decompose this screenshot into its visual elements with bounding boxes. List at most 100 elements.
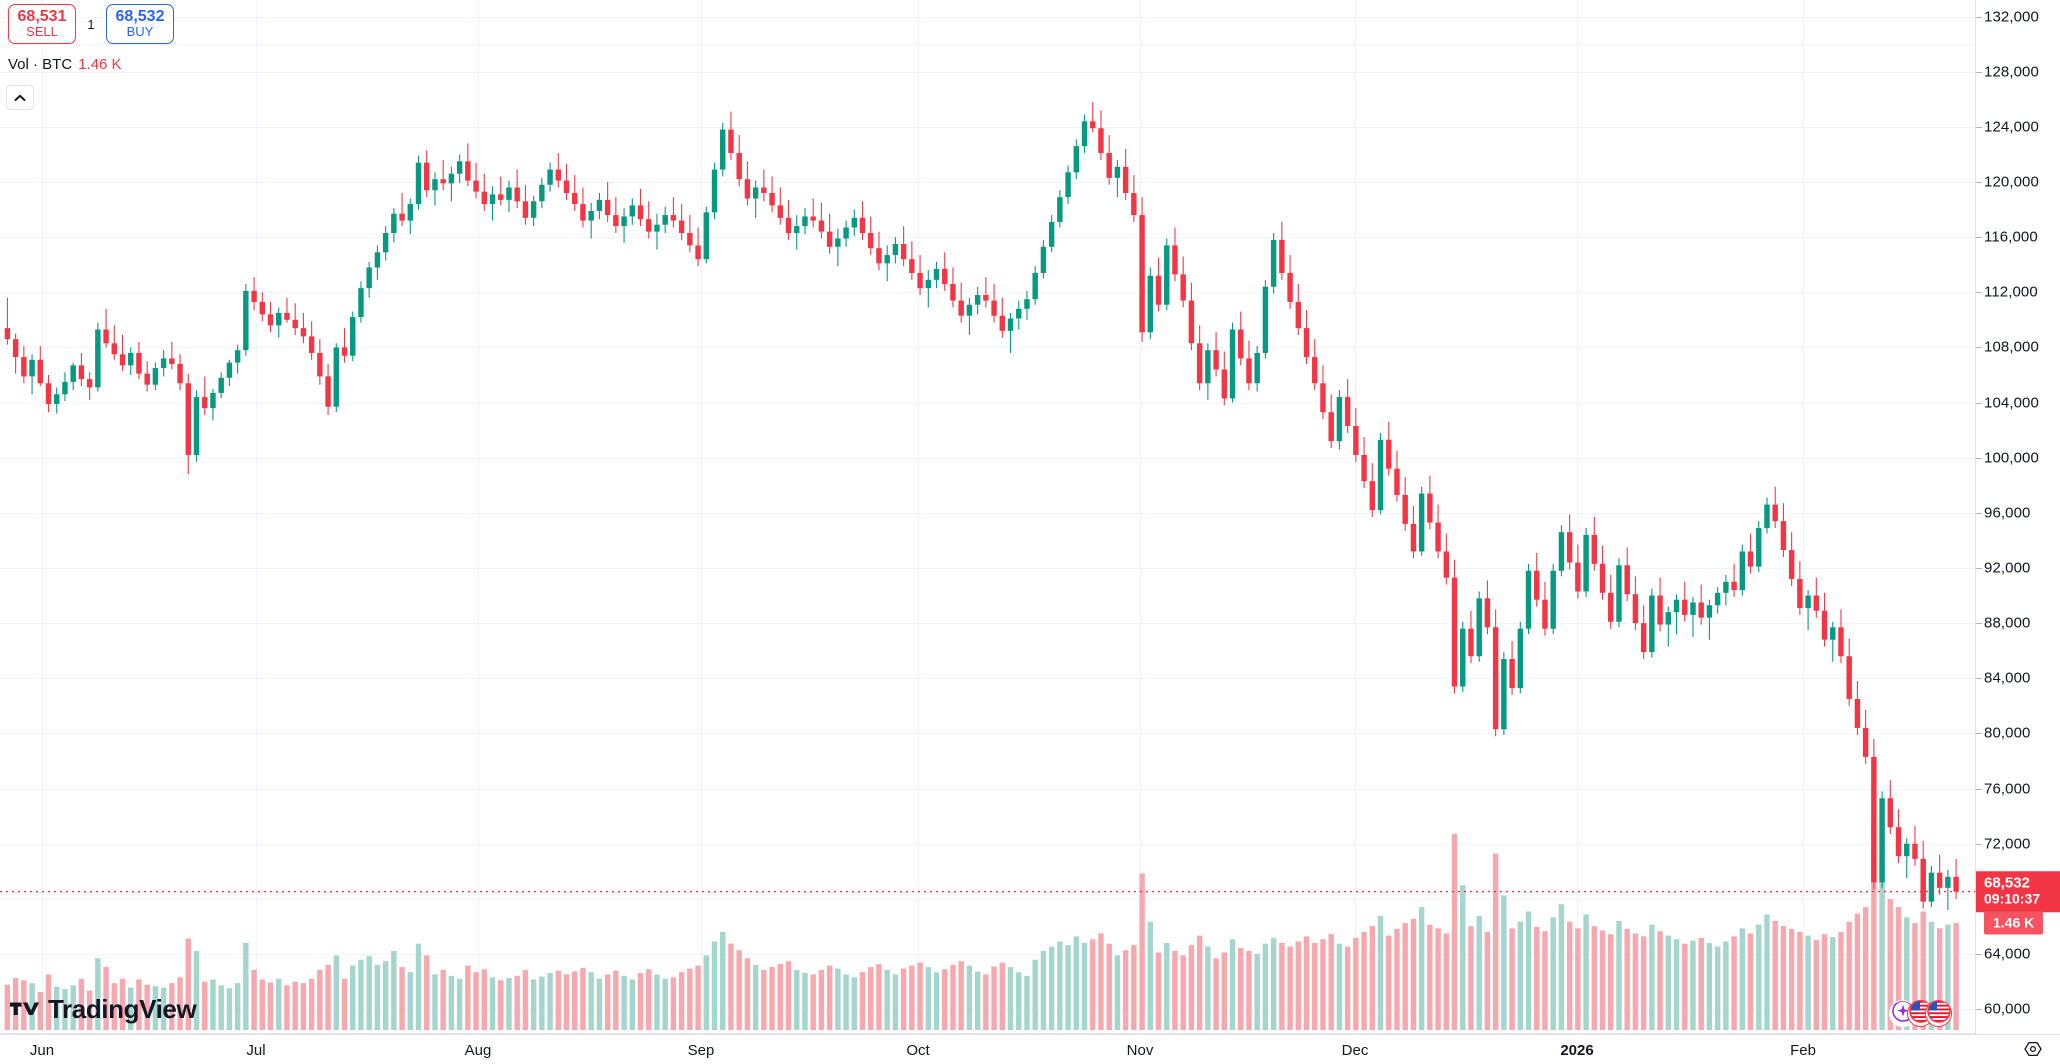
candlestick (785, 217, 792, 233)
volume-bar (259, 979, 266, 1030)
candlestick (794, 226, 800, 233)
volume-bar (489, 977, 496, 1030)
volume-bar (341, 978, 348, 1030)
candlestick (185, 383, 192, 455)
price-tick-label: 72,000 (1984, 835, 2031, 853)
candlestick (128, 352, 134, 366)
chart-settings-button[interactable] (2024, 1040, 2042, 1058)
candlestick (1871, 756, 1877, 883)
candlestick (1238, 329, 1244, 359)
volume-study-legend[interactable]: Vol · BTC 1.46 K (8, 56, 122, 73)
volume-bar (720, 931, 726, 1030)
volume-bar (1887, 899, 1894, 1030)
volume-bar (563, 974, 570, 1030)
candlestick (1616, 565, 1622, 622)
candlestick (1838, 627, 1844, 657)
candlestick (86, 379, 93, 388)
volume-bar (752, 964, 759, 1030)
volume-bar (1131, 945, 1137, 1030)
candlestick (572, 193, 578, 205)
volume-bar (769, 967, 775, 1030)
candlestick (637, 205, 644, 220)
volume-bar (1838, 931, 1844, 1030)
volume-bar (859, 972, 866, 1030)
volume-bar (1394, 929, 1400, 1030)
candlestick (1632, 594, 1639, 624)
volume-bar (70, 985, 76, 1030)
volume-bar (1468, 926, 1474, 1030)
candlestick (498, 194, 504, 200)
price-tick-label: 108,000 (1984, 338, 2039, 356)
volume-bar (300, 983, 307, 1030)
candlestick (1254, 352, 1260, 384)
volume-bar (1797, 931, 1803, 1030)
candlestick-chart-svg (0, 0, 1975, 1034)
volume-bar (1114, 955, 1121, 1030)
volume-bar (152, 986, 159, 1030)
volume-bar (350, 965, 356, 1030)
volume-bar (78, 978, 85, 1030)
candlestick (202, 397, 208, 409)
price-tick-mark (1976, 347, 1982, 348)
volume-bar (1484, 931, 1491, 1030)
candlestick (489, 194, 496, 205)
volume-bar (1205, 946, 1211, 1030)
candlestick (1221, 369, 1228, 399)
candlestick (1295, 301, 1302, 329)
volume-bar (1747, 933, 1754, 1030)
candlestick (37, 359, 44, 384)
volume-bar (1427, 924, 1433, 1030)
candlestick (1213, 350, 1219, 370)
volume-bar (136, 979, 142, 1030)
symbol-badges[interactable] (1889, 1000, 1952, 1027)
price-axis[interactable]: 132,000 128,000 124,000 120,000 116,000 112,0… (1975, 0, 2060, 1034)
candlestick (983, 295, 989, 301)
volume-bar (1871, 820, 1877, 1030)
candlestick (563, 180, 570, 194)
candlestick (966, 304, 973, 316)
volume-bar (251, 970, 257, 1030)
volume-bar (1229, 939, 1236, 1030)
volume-bar (1690, 940, 1696, 1030)
buy-button[interactable]: 68,532 BUY (106, 4, 174, 45)
volume-bar (21, 980, 27, 1030)
candlestick (210, 392, 216, 409)
candlestick (1895, 827, 1902, 857)
price-tick-mark (1976, 292, 1982, 293)
candlestick (547, 169, 553, 185)
order-quantity[interactable]: 1 (87, 16, 95, 32)
sell-button[interactable]: 68,531 SELL (8, 4, 76, 45)
candlestick (818, 220, 825, 232)
time-axis[interactable]: Jun Jul Aug Sep Oct Nov Dec 2026 Feb (0, 1034, 2060, 1064)
collapse-pane-button[interactable] (6, 85, 34, 110)
candlestick (1353, 426, 1359, 455)
candlestick (1007, 318, 1014, 331)
volume-bar (1460, 885, 1466, 1030)
price-tick-label: 92,000 (1984, 559, 2031, 577)
buy-price: 68,532 (115, 8, 165, 25)
horizontal-gridlines (0, 17, 1975, 1010)
candlestick (259, 301, 266, 315)
tradingview-watermark[interactable]: TradingView (10, 994, 197, 1025)
volume-bar (185, 938, 192, 1030)
candlestick (843, 227, 849, 239)
candlestick (1394, 468, 1400, 495)
volume-bar (234, 983, 241, 1030)
candlestick (1303, 328, 1310, 358)
us-flag-badge-2[interactable] (1925, 1000, 1952, 1027)
candlestick (193, 397, 200, 455)
candlestick (103, 329, 109, 344)
chart-plot-area[interactable] (0, 0, 1975, 1034)
volume-bar (1007, 967, 1014, 1030)
candlestick (382, 232, 389, 253)
candlestick (925, 279, 932, 289)
volume-bar (407, 972, 414, 1030)
current-price-badge: 68,532 09:10:37 (1976, 870, 2060, 913)
candlestick (432, 179, 438, 191)
candlestick (1468, 628, 1474, 657)
candlestick (1073, 146, 1080, 173)
candlestick (662, 215, 668, 225)
candlestick (1131, 193, 1137, 216)
candlestick (851, 217, 858, 228)
volume-bar (678, 972, 685, 1030)
